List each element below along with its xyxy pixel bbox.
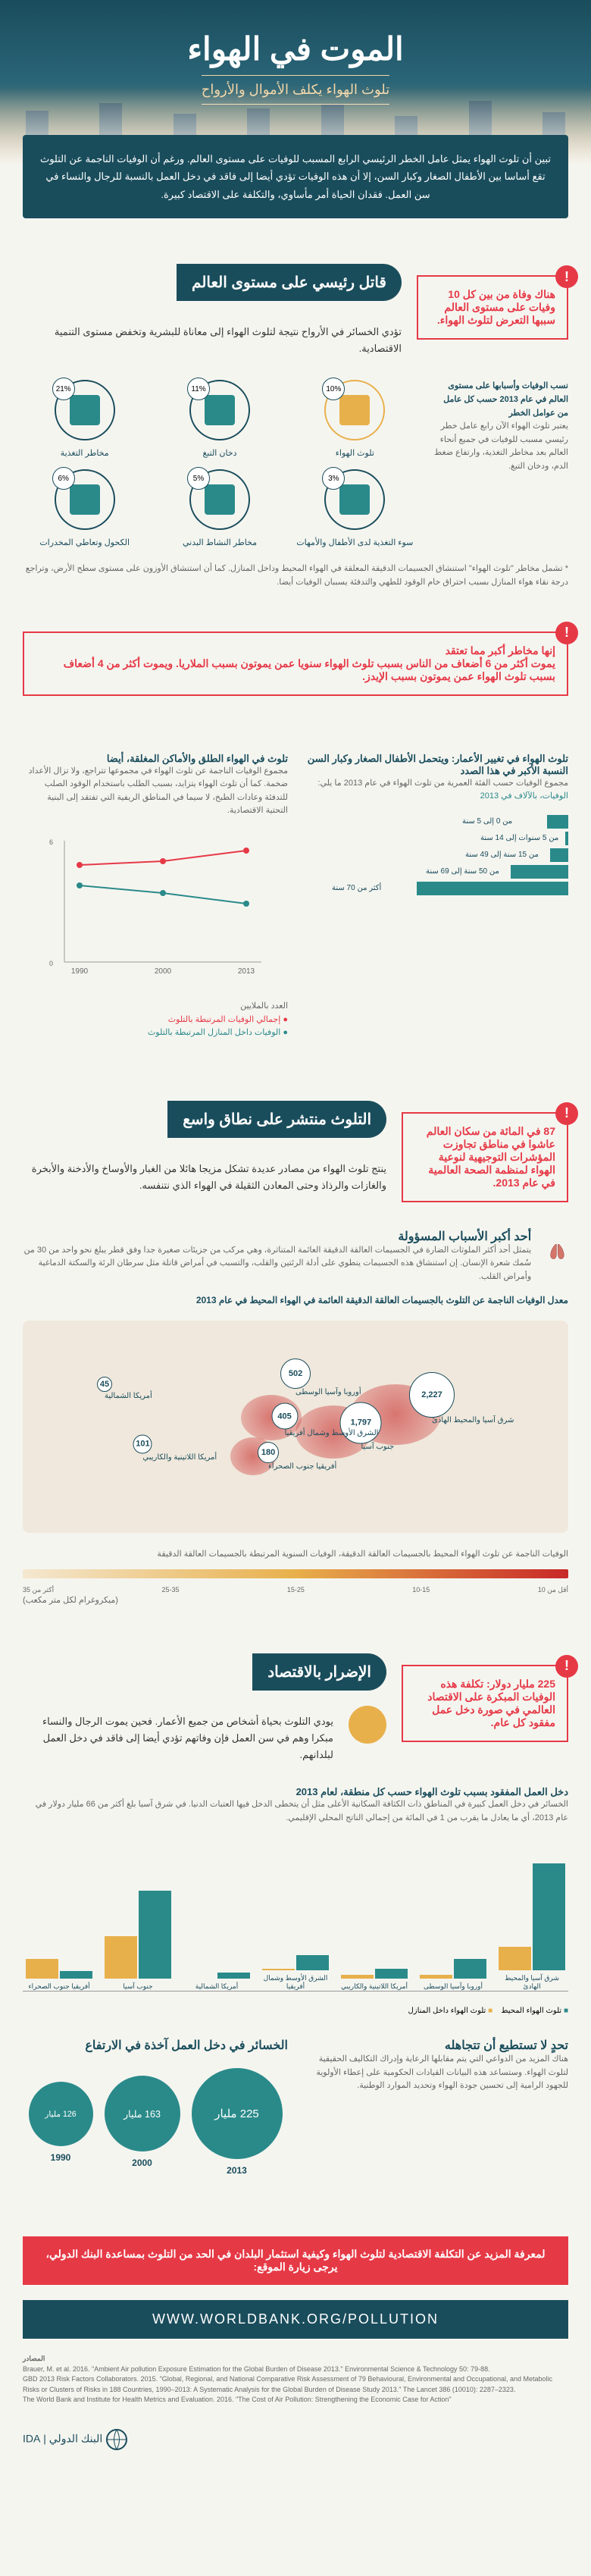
hbar-row: أكثر من 70 سنة <box>303 882 568 895</box>
line-chart-deaths: 1990 2000 2013 0 6 <box>23 833 288 985</box>
section1-header: قاتل رئيسي على مستوى العالم <box>177 264 402 301</box>
risk-factor: 3% سوء التغذية لدى الأطفال والأمهات <box>293 469 417 547</box>
map-title: معدل الوفيات الناجمة عن التلوث بالجسيمات… <box>23 1295 568 1305</box>
region-bar-chart: شرق آسيا والمحيط الهادئ أوروبا وآسيا الو… <box>23 1840 568 1992</box>
section-ages: تلوث الهواء في تغيير الأعمار: ويتحمل الأ… <box>0 722 591 1070</box>
subtitle: تلوث الهواء يكلف الأموال والأرواح <box>202 75 390 105</box>
loss-circle: 225 مليار2013 <box>192 2068 283 2176</box>
map-legend: الوفيات الناجمة عن تلوث الهواء المحيط با… <box>23 1548 568 1562</box>
world-map: 2,227شرق آسيا والمحيط الهادئ1,797جنوب آس… <box>23 1321 568 1533</box>
lungs-icon <box>546 1229 568 1274</box>
vbar-text: الخسائر في دخل العمل كبيرة في المناطق ذا… <box>23 1798 568 1825</box>
risk-factor: 10% تلوث الهواء <box>293 380 417 458</box>
vbar-group: الشرق الأوسط وشمال أفريقيا <box>259 1834 332 1991</box>
hbar-row: من 5 سنوات إلى 14 سنة <box>303 832 568 845</box>
svg-text:6: 6 <box>49 838 53 846</box>
map-bubble: 180 <box>258 1442 279 1463</box>
svg-text:2013: 2013 <box>238 967 255 976</box>
circles-title: الخسائر في دخل العمل آخذة في الارتفاع <box>23 2038 288 2053</box>
s3-title-right: تلوث الهواء في تغيير الأعمار: ويتحمل الأ… <box>303 753 568 777</box>
causes-text: يتمثل أحد أكثر الملوثات الضارة في الجسيم… <box>23 1244 531 1284</box>
loss-circle: 163 مليار2000 <box>105 2076 180 2168</box>
risk-factors-grid: 10% تلوث الهواء 11% دخان التبغ 21% مخاطر… <box>23 380 417 547</box>
map-unit: (ميكروغرام لكل متر مكعب) <box>23 1594 568 1608</box>
map-bubble: 101 <box>133 1434 152 1453</box>
ignore-text: هناك المزيد من الدواعي التي يتم مقابلها … <box>303 2053 568 2093</box>
section-economy: 225 مليار دولار: تكلفة هذه الوفيات المبك… <box>0 1623 591 2221</box>
loss-circles: 225 مليار2013163 مليار2000126 مليار1990 <box>23 2068 288 2176</box>
sources-block: المصادر Brauer, M. et al. 2016. "Ambient… <box>0 2339 591 2421</box>
s5-intro: يودي التلوث بحياة أشخاص من جميع الأعمار.… <box>23 1713 333 1763</box>
map-bubble: 1,797 <box>340 1402 382 1443</box>
s3-title-left: تلوث في الهواء الطلق والأماكن المغلقة، أ… <box>23 753 288 765</box>
main-title: الموت في الهواء <box>23 30 568 67</box>
footer-cta: لمعرفة المزيد عن التكلفة الاقتصادية لتلو… <box>23 2236 568 2285</box>
worldbank-logo: البنك الدولي | IDA <box>0 2421 591 2458</box>
hbar-row: من 50 سنة إلى 69 سنة <box>303 865 568 879</box>
hbar-row: من 0 إلى 5 سنة <box>303 815 568 829</box>
section-widespread: 87 في المائة من سكان العالم عاشوا في منا… <box>0 1070 591 1623</box>
map-bubble: 502 <box>280 1359 311 1389</box>
ignore-title: تحدٍ لا تستطيع أن تتجاهله <box>303 2038 568 2053</box>
map-bubble: 2,227 <box>409 1372 455 1418</box>
vbar-group: أمريكا الشمالية <box>180 1842 253 1991</box>
vbar-group: أوروبا وآسيا الوسطى <box>417 1842 489 1991</box>
footer-url[interactable]: WWW.WORLDBANK.ORG/POLLUTION <box>23 2300 568 2339</box>
causes-title: أحد أكبر الأسباب المسؤولة <box>23 1229 531 1244</box>
callout-225b: 225 مليار دولار: تكلفة هذه الوفيات المبك… <box>402 1665 568 1742</box>
hbar-unit: الوفيات، بالآلاف في 2013 <box>303 790 568 804</box>
age-bar-chart: من 0 إلى 5 سنة من 5 سنوات إلى 14 سنة من 15… <box>303 815 568 895</box>
section5-header: الإضرار بالاقتصاد <box>252 1653 386 1691</box>
section1-desc: تؤدي الخسائر في الأرواح نتيجة لتلوث الهو… <box>23 324 402 357</box>
svg-text:0: 0 <box>49 960 53 967</box>
section4-header: التلوث منتشر على نطاق واسع <box>167 1101 386 1138</box>
risk-factor: 21% مخاطر التغذية <box>23 380 146 458</box>
risk-factor: 6% الكحول وتعاطي المخدرات <box>23 469 146 547</box>
vbar-group: أمريكا اللاتينية والكاريبي <box>338 1842 411 1991</box>
vbar-group: أفريقيا جنوب الصحراء <box>23 1842 95 1991</box>
map-color-scale <box>23 1569 568 1578</box>
vbar-title: دخل العمل المفقود بسبب تلوث الهواء حسب ك… <box>23 1786 568 1798</box>
hbar-row: من 15 سنة إلى 49 سنة <box>303 848 568 862</box>
s4-intro: ينتج تلوث الهواء من مصادر عديدة تشكل مزي… <box>23 1161 386 1194</box>
callout-1in10: هناك وفاة من بين كل 10 وفيات على مستوى ا… <box>417 275 568 340</box>
vbar-group: جنوب آسيا <box>102 1842 174 1991</box>
section1-footnote: * تشمل مخاطر "تلوث الهواء" استنشاق الجسي… <box>23 563 568 589</box>
factors-note: يعتبر تلوث الهواء الآن رابع عامل خطر رئي… <box>432 420 568 473</box>
section-global-killer: هناك وفاة من بين كل 10 وفيات على مستوى ا… <box>0 233 591 604</box>
s3-left-text: مجموع الوفيات الناجمة عن تلوث الهواء في … <box>23 765 288 818</box>
economy-icon <box>349 1706 386 1744</box>
map-bubble: 45 <box>97 1377 112 1392</box>
risk-factor: 11% دخان التبغ <box>158 380 281 458</box>
vbar-group: شرق آسيا والمحيط الهادئ <box>496 1834 568 1991</box>
risk-factor: 5% مخاطر النشاط البدني <box>158 469 281 547</box>
line-ylabel: العدد بالملايين <box>23 1000 288 1014</box>
hbar-title: مجموع الوفيات حسب الفئة العمرية من تلوث … <box>303 777 568 791</box>
intro-text: تبين أن تلوث الهواء يمثل عامل الخطر الرئ… <box>23 135 568 218</box>
factors-title: نسب الوفيات وأسبابها على مستوى العالم في… <box>432 380 568 420</box>
svg-text:2000: 2000 <box>155 967 172 976</box>
loss-circle: 126 مليار1990 <box>29 2082 93 2163</box>
svg-text:1990: 1990 <box>71 967 89 976</box>
map-bubble: 405 <box>271 1403 298 1430</box>
callout-bigger-risk: إنها مخاطر أكبر مما تعتقد يموت أكثر من 6… <box>23 631 568 696</box>
callout-87pct: 87 في المائة من سكان العالم عاشوا في منا… <box>402 1112 568 1202</box>
